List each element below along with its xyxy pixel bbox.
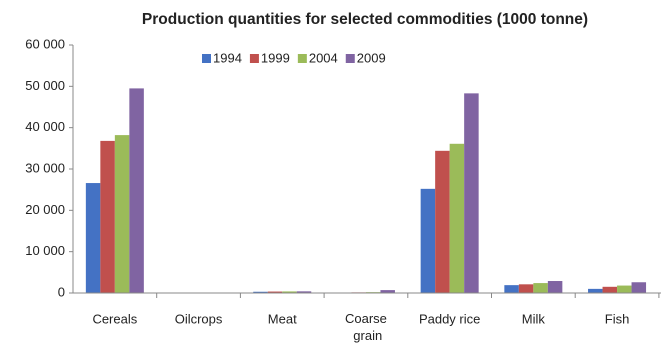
y-tick-label: 30 000 — [25, 160, 65, 175]
x-tick-label: Milk — [522, 311, 546, 326]
bar — [518, 284, 534, 293]
bar — [533, 283, 548, 293]
y-tick-label: 40 000 — [25, 119, 65, 134]
bar — [631, 282, 647, 293]
chart-title: Production quantities for selected commo… — [142, 11, 588, 28]
y-tick-label: 0 — [58, 284, 65, 299]
legend-swatch — [345, 54, 355, 63]
legend-swatch — [297, 54, 307, 63]
x-tick-label: Coarse grain — [345, 311, 387, 343]
bar — [602, 286, 618, 293]
y-tick-label: 50 000 — [25, 78, 65, 93]
x-tick-label: Paddy rice — [419, 311, 480, 326]
bar — [282, 291, 297, 293]
bar — [420, 188, 436, 293]
bar — [435, 150, 450, 293]
bar — [253, 291, 268, 293]
bar — [100, 140, 115, 293]
x-tick-label: Meat — [268, 311, 297, 326]
bar — [617, 285, 632, 293]
bar — [464, 93, 479, 293]
legend-label: 2009 — [357, 50, 386, 65]
y-tick-label: 10 000 — [25, 243, 65, 258]
legend-label: 2004 — [309, 50, 338, 65]
x-tick-label: Oilcrops — [175, 311, 223, 326]
legend-swatch — [249, 54, 259, 63]
bar — [588, 288, 603, 293]
bar — [85, 183, 101, 293]
x-tick-label: Cereals — [92, 311, 137, 326]
y-tick-label: 20 000 — [25, 202, 65, 217]
bar — [547, 281, 563, 293]
bar — [380, 290, 395, 293]
legend-label: 1999 — [261, 50, 290, 65]
x-tick-label: Fish — [605, 311, 630, 326]
bar — [129, 88, 144, 294]
bar — [267, 291, 283, 293]
bar — [296, 291, 312, 293]
bar — [504, 285, 519, 293]
bar — [114, 135, 130, 293]
y-tick-label: 60 000 — [25, 36, 65, 51]
legend-swatch — [202, 54, 211, 63]
bar — [449, 143, 465, 293]
legend-label: 1994 — [213, 50, 242, 65]
